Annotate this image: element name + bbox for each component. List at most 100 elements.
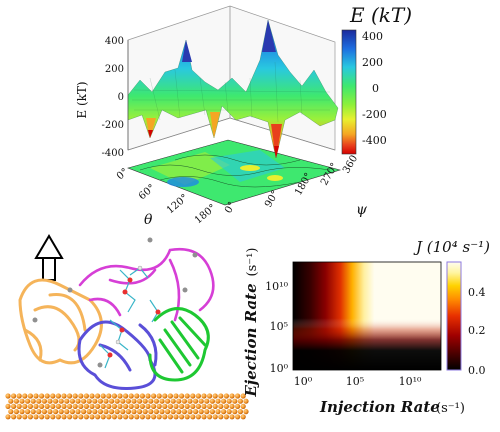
gold-bead [8,409,14,415]
heat-y-tick-2: 10⁵ [270,320,288,333]
gold-bead [237,398,243,404]
gold-bead [128,403,134,409]
gold-bead [153,409,159,415]
gold-bead [16,414,22,420]
gold-bead [198,409,204,415]
gold-bead [243,398,249,404]
gold-bead [30,409,36,415]
theta-tick-2: 60° [137,182,158,202]
gold-bead [139,403,145,409]
heatmap-y-axis: 10⁰ 10⁵ 10¹⁰ Ejection Rate (s⁻¹) [242,248,289,398]
gold-bead [173,414,179,420]
gold-bead [137,398,143,404]
gold-bead [148,398,154,404]
gold-bead [89,403,95,409]
gold-bead [33,403,39,409]
gold-bead [243,409,249,415]
gold-bead [8,398,14,404]
gold-bead [235,414,241,420]
gold-bead [95,414,101,420]
gold-bead [156,403,162,409]
gold-bead [207,393,213,399]
gold-bead [131,398,137,404]
gold-bead [221,409,227,415]
gold-bead [111,403,117,409]
gold-bead [5,393,11,399]
gold-bead [226,409,232,415]
gold-bead [44,414,50,420]
gold-bead [100,393,106,399]
gold-bead [53,398,59,404]
gold-bead [128,414,134,420]
gold-bead [16,403,22,409]
gold-bead [195,403,201,409]
gold-bead [109,398,115,404]
heatmap-colorbar-gradient [446,261,462,371]
gold-bead [83,403,89,409]
protein-chain-magenta [78,247,215,322]
surface-colorbar-gradient [341,29,357,155]
gold-bead [86,409,92,415]
gold-bead [212,393,218,399]
gold-bead [50,414,56,420]
cb-tick-5: -400 [362,134,387,147]
gold-bead [61,414,67,420]
gold-bead [187,409,193,415]
gold-bead [137,409,143,415]
gold-bead [86,398,92,404]
heatmap-area [292,261,442,371]
gold-bead [67,393,73,399]
gold-bead [232,409,238,415]
gold-bead [151,393,157,399]
heatmap-colorbar: 0.0 0.2 0.4 [446,261,486,377]
gold-bead [100,403,106,409]
gold-bead [181,398,187,404]
gold-bead [41,409,48,415]
gold-bead [125,409,131,415]
gold-bead [114,398,120,404]
gold-bead [19,409,25,415]
gold-bead [173,393,179,399]
gold-bead [173,403,179,409]
gold-bead [64,409,70,415]
gold-bead [39,414,45,420]
gold-bead [223,403,229,409]
theta-tick-3: 120° [165,192,191,216]
gold-bead [215,398,221,404]
gold-bead [50,403,56,409]
gold-bead [148,409,154,415]
gold-bead [114,409,120,415]
heat-y-unit: (s⁻¹) [245,248,260,277]
gold-bead [145,414,151,420]
gold-bead [218,414,224,420]
gold-bead [39,403,45,409]
heatmap-title: J (10⁴ s⁻¹) [413,238,490,256]
gold-bead [218,393,224,399]
gold-bead [229,403,235,409]
gold-bead [75,409,81,415]
gold-bead [181,409,187,415]
gold-bead [83,414,89,420]
heat-y-label: Ejection Rate [242,283,260,397]
gold-bead [142,409,148,415]
gold-bead [67,403,73,409]
gold-bead [153,398,159,404]
psi-tick-1: 0° [223,200,238,215]
heat-x-tick-3: 10¹⁰ [399,375,422,388]
gold-bead [134,393,140,399]
gold-bead [221,398,227,404]
gold-bead [67,414,73,420]
gold-bead [100,414,106,420]
gold-bead [176,398,182,404]
gold-bead [212,403,218,409]
gold-bead [72,403,78,409]
gold-bead [201,414,207,420]
gold-bead [237,409,243,415]
gold-bead [11,403,17,409]
heat-y-tick-1: 10⁰ [270,362,289,375]
gold-bead [103,398,109,404]
gold-bead [123,393,129,399]
heat-x-tick-1: 10⁰ [294,375,313,388]
gold-bead [22,393,28,399]
z-tick-5: -400 [102,148,124,159]
